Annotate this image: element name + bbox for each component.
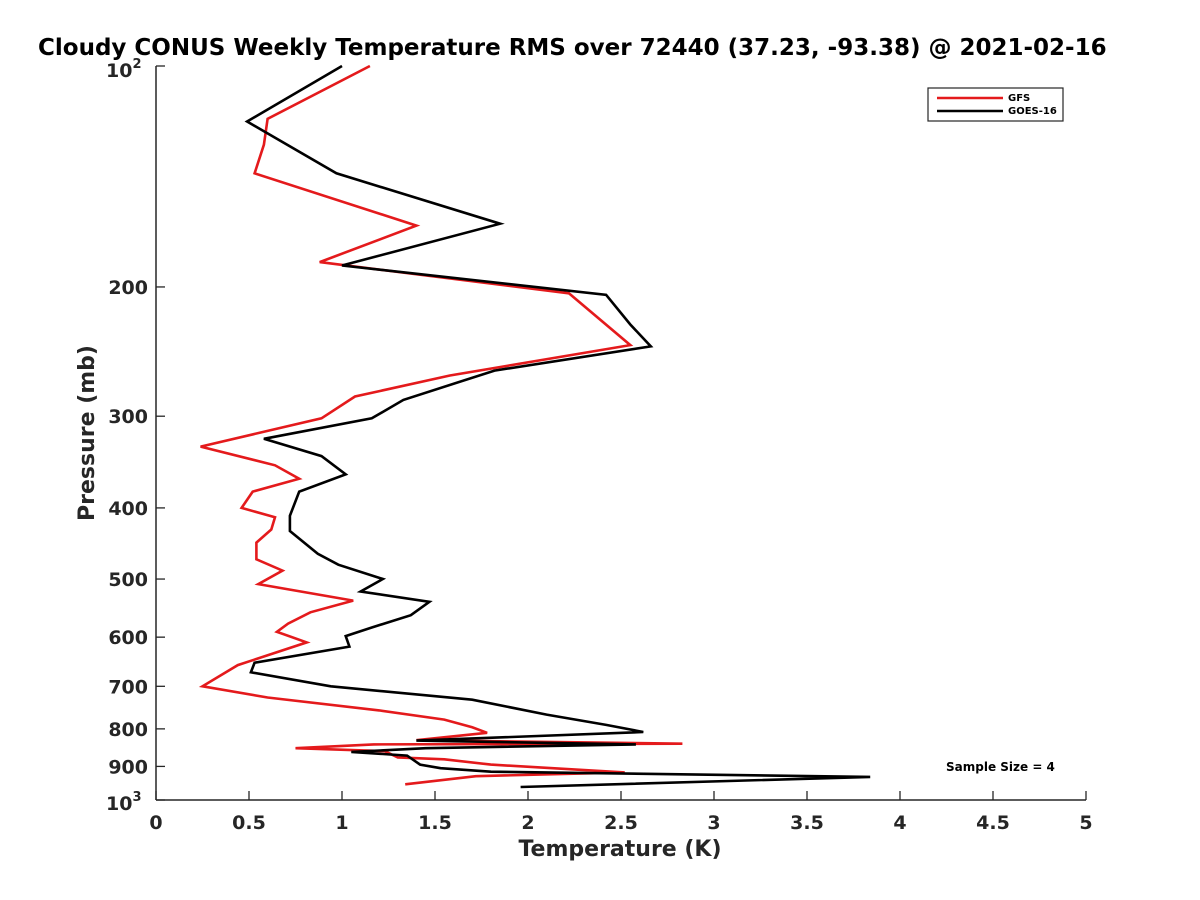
x-tick-label: 1 (335, 812, 348, 834)
plot-area: 0 0.5 1 1.5 2 2.5 3 3.5 4 4.5 5 200 300 400 500 600 700… (106, 57, 1093, 834)
x-tick-label: 4 (893, 812, 906, 834)
x-axis-label: Temperature (K) (518, 837, 721, 862)
x-tick-label: 3 (707, 812, 720, 834)
x-tick-label: 3.5 (790, 812, 824, 834)
y-tick-label: 700 (108, 676, 148, 698)
x-tick-label: 4.5 (976, 812, 1010, 834)
y-tick-label-top: 102 (106, 57, 142, 82)
x-tick-label: 5 (1079, 812, 1092, 834)
y-tick-label: 800 (108, 719, 148, 741)
y-tick-label: 900 (108, 756, 148, 778)
y-tick-label: 200 (108, 277, 148, 299)
y-axis-label: Pressure (mb) (75, 345, 100, 521)
x-tick-label: 2.5 (604, 812, 638, 834)
x-ticks: 0 0.5 1 1.5 2 2.5 3 3.5 4 4.5 5 (149, 791, 1093, 834)
legend: GFS GOES-16 (927, 87, 1064, 122)
series-layer (198, 64, 871, 789)
y-tick-label: 300 (108, 406, 148, 428)
legend-label-goes16: GOES-16 (1008, 106, 1057, 117)
y-ticks: 200 300 400 500 600 700 800 900 (108, 65, 165, 801)
legend-label-gfs: GFS (1008, 93, 1030, 104)
sample-size-note: Sample Size = 4 (946, 760, 1055, 774)
x-tick-label: 2 (521, 812, 534, 834)
x-tick-label: 0.5 (232, 812, 266, 834)
series-line-gfs (198, 64, 683, 786)
x-tick-label: 0 (149, 812, 162, 834)
y-tick-label-bottom: 103 (106, 790, 142, 815)
y-tick-label: 500 (108, 569, 148, 591)
y-tick-label: 600 (108, 627, 148, 649)
chart-title: Cloudy CONUS Weekly Temperature RMS over… (38, 35, 1107, 61)
x-tick-label: 1.5 (418, 812, 452, 834)
legend-box (927, 87, 1064, 122)
y-tick-label: 400 (108, 498, 148, 520)
series-line-goes16 (244, 64, 871, 789)
